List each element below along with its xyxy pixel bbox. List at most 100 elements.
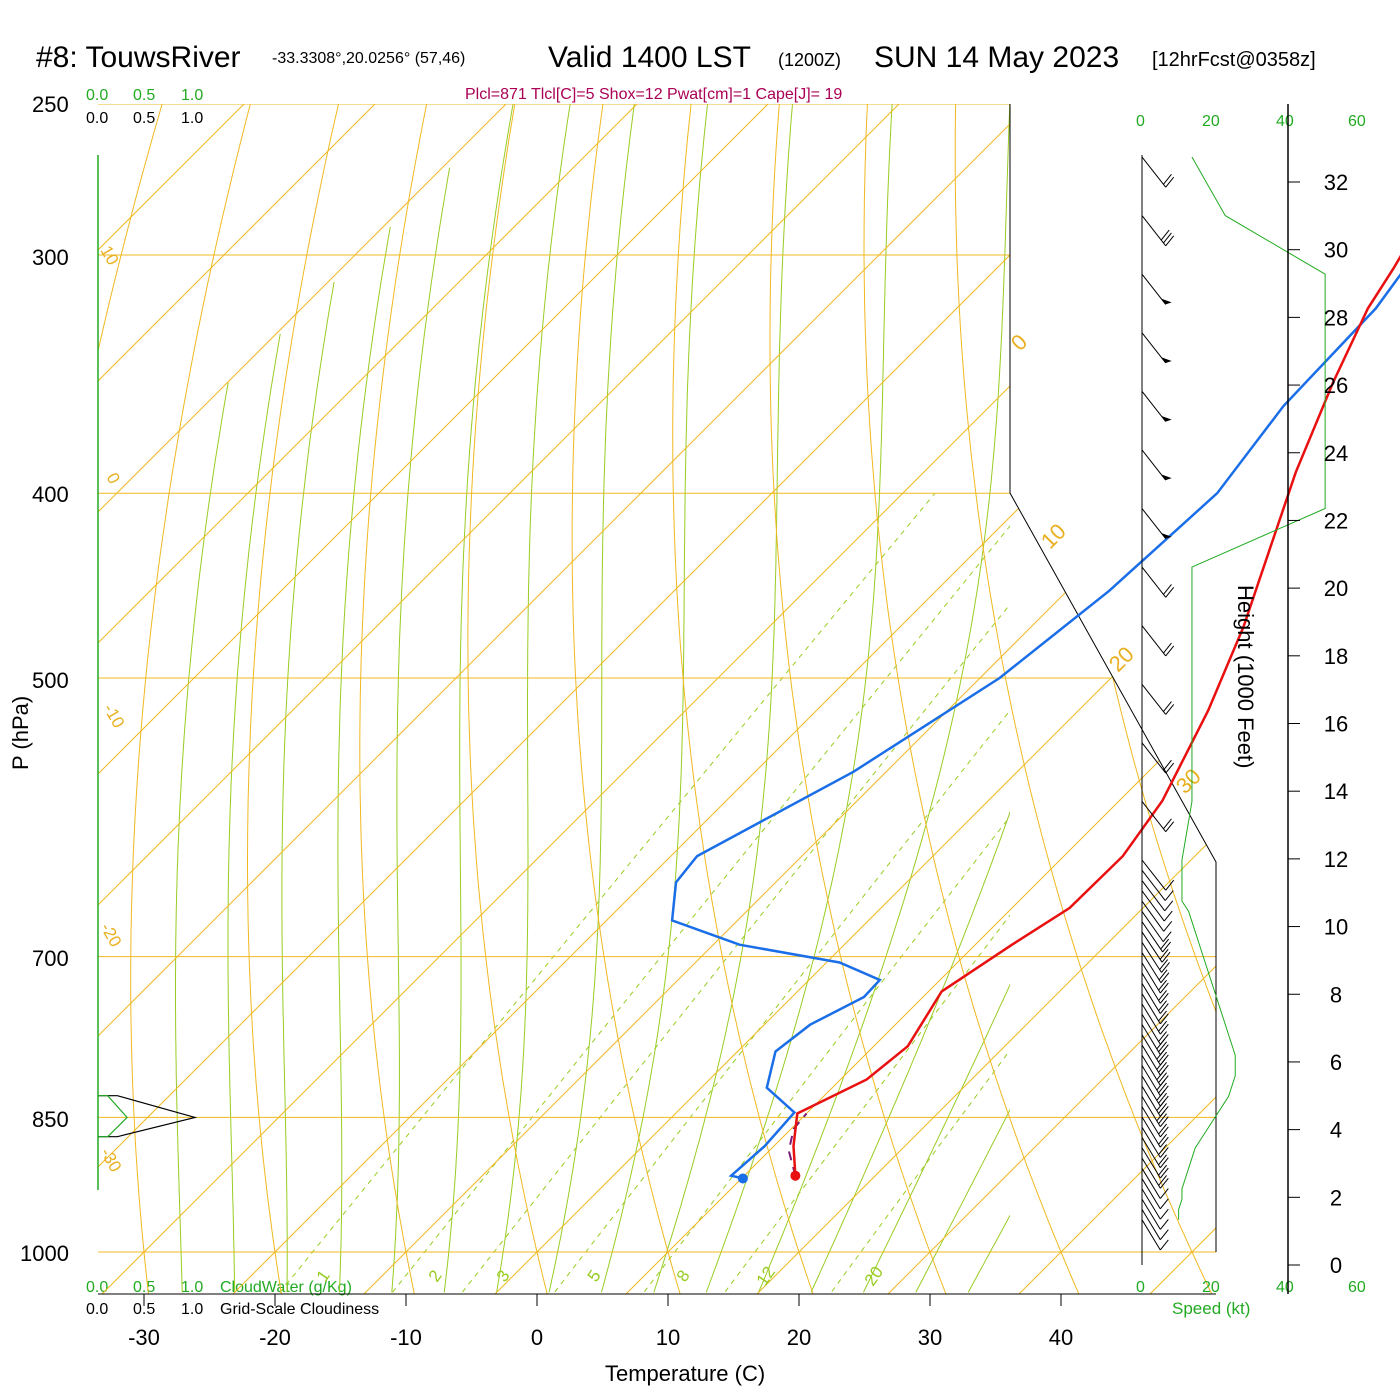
cloud-scale-top-green-2: 1.0 <box>181 87 203 104</box>
wind-barb-feather <box>1158 1062 1167 1073</box>
dry-adiabat-line <box>1388 35 1400 1316</box>
isotherm-label: 0 <box>103 470 124 488</box>
isotherm-line <box>341 104 1216 1294</box>
moist-adiabat-line <box>496 104 571 1293</box>
height-tick-label: 2 <box>1330 1185 1342 1210</box>
pressure-tick: 300 <box>32 245 69 270</box>
height-tick-label: 28 <box>1324 305 1348 330</box>
wind-barb-flag <box>1161 298 1172 305</box>
wind-barb-feather <box>1164 900 1174 912</box>
station-coords: -33.3308°,20.0256° (57,46) <box>272 50 465 67</box>
wind-barb-feather <box>1163 818 1172 830</box>
dry-adiabat-line <box>1042 104 1216 1294</box>
wind-barb <box>1141 1065 1161 1097</box>
wind-barb-feather <box>1159 1167 1169 1179</box>
x-tick-label: 0 <box>531 1325 543 1350</box>
wind-barb-feather <box>1158 1010 1167 1022</box>
wind-barb-feather <box>1163 759 1172 771</box>
x-tick-label: -30 <box>128 1325 160 1350</box>
wind-barb-feather <box>1158 1164 1167 1176</box>
wind-barb-feather <box>1165 235 1175 247</box>
wind-barb <box>1141 332 1167 364</box>
mixing-ratio-label: 20 <box>861 1263 887 1289</box>
wind-barb-feather <box>1159 1003 1169 1014</box>
wind-barb <box>1141 215 1167 247</box>
wind-barb <box>1141 983 1161 1014</box>
mixing-ratio-label: 2 <box>425 1267 446 1286</box>
wind-barb <box>1141 1209 1161 1240</box>
wind-barb-feather <box>1162 931 1172 942</box>
wind-barb-feather <box>1156 1069 1166 1081</box>
mixing-ratio-line <box>390 525 1010 1294</box>
x-tick-label: 30 <box>918 1325 942 1350</box>
wind-barb-flag <box>1161 474 1172 481</box>
y-axis-label: P (hPa) <box>8 696 33 770</box>
wind-barb-feather <box>1158 1031 1167 1042</box>
wind-barb-feather <box>1158 1175 1167 1186</box>
dewpoint-line <box>670 273 1400 1180</box>
wind-barb-flag <box>1161 415 1172 422</box>
valid-time: Valid 1400 LST <box>548 41 751 74</box>
height-axis-label: Height (1000 Feet) <box>1233 585 1258 768</box>
wind-barb-feather <box>1162 941 1172 953</box>
wind-barb-feather <box>1158 1000 1167 1012</box>
height-tick-label: 26 <box>1324 373 1348 398</box>
wind-barb-feather <box>1159 1136 1169 1148</box>
wind-barb-feather <box>1159 1188 1169 1199</box>
dry-adiabat-line <box>130 104 270 1294</box>
wind-barb <box>1141 859 1167 891</box>
wind-barb-feather <box>1158 1133 1167 1145</box>
isotherm-line <box>210 104 1216 1294</box>
dry-adiabat-line <box>247 104 356 1294</box>
wind-barb-feather <box>1158 1041 1167 1053</box>
wind-barb-feather <box>1158 1072 1167 1083</box>
wind-barb <box>1141 1178 1161 1210</box>
moist-adiabat-line <box>443 104 514 1293</box>
wind-barb <box>1141 1044 1161 1076</box>
wind-barb-feather <box>1159 959 1169 970</box>
dry-adiabat-line <box>1129 104 1216 1294</box>
wind-barb <box>1141 900 1165 932</box>
wind-barb <box>1141 1096 1161 1127</box>
height-tick-label: 4 <box>1330 1118 1342 1143</box>
x-tick-label: 10 <box>656 1325 680 1350</box>
pressure-tick: 500 <box>32 668 69 693</box>
moist-adiabat-line <box>810 810 1010 1293</box>
mixing-ratio-line <box>552 709 1010 1294</box>
wind-barb-feather <box>1158 1144 1167 1155</box>
wind-barb-feather <box>1158 1103 1167 1114</box>
wind-barb <box>1141 508 1167 540</box>
wind-barb <box>1141 1157 1161 1189</box>
wind-barb <box>1141 1126 1161 1158</box>
wind-barb <box>1141 566 1167 598</box>
moist-adiabat-line <box>705 104 893 1293</box>
wind-barb-feather <box>1158 979 1167 991</box>
wind-barb <box>1141 449 1167 481</box>
wind-barb-feather <box>1160 972 1170 984</box>
cloud-scale-bottom-black-2: 1.0 <box>181 1301 203 1318</box>
x-tick-label: -10 <box>390 1325 422 1350</box>
isotherm-label: -20 <box>97 920 126 951</box>
isotherm-line <box>996 104 1216 1294</box>
isotherm-line <box>1127 104 1216 1294</box>
wind-barb-feather <box>1163 921 1173 932</box>
wind-barb <box>1141 683 1167 715</box>
height-tick-label: 16 <box>1324 712 1348 737</box>
speed-tick-bottom: 20 <box>1202 1279 1220 1296</box>
wind-barb-feather <box>1161 962 1170 973</box>
wind-barb <box>1141 742 1167 774</box>
pressure-tick: 700 <box>32 946 69 971</box>
wind-barb-feather <box>1158 1154 1167 1166</box>
moist-adiabat-line <box>391 167 451 1293</box>
wind-barb-feather <box>1163 642 1172 654</box>
x-tick-label: 40 <box>1049 1325 1073 1350</box>
valid-date: SUN 14 May 2023 <box>874 41 1119 74</box>
isotherm-line <box>865 104 1216 1294</box>
height-tick-label: 6 <box>1330 1050 1342 1075</box>
wind-barb-feather <box>1159 1208 1169 1220</box>
mixing-ratio-line <box>277 492 936 1294</box>
moist-adiabat-line <box>548 104 635 1293</box>
wind-barb <box>1141 391 1167 422</box>
moist-adiabat-line <box>653 104 794 1293</box>
